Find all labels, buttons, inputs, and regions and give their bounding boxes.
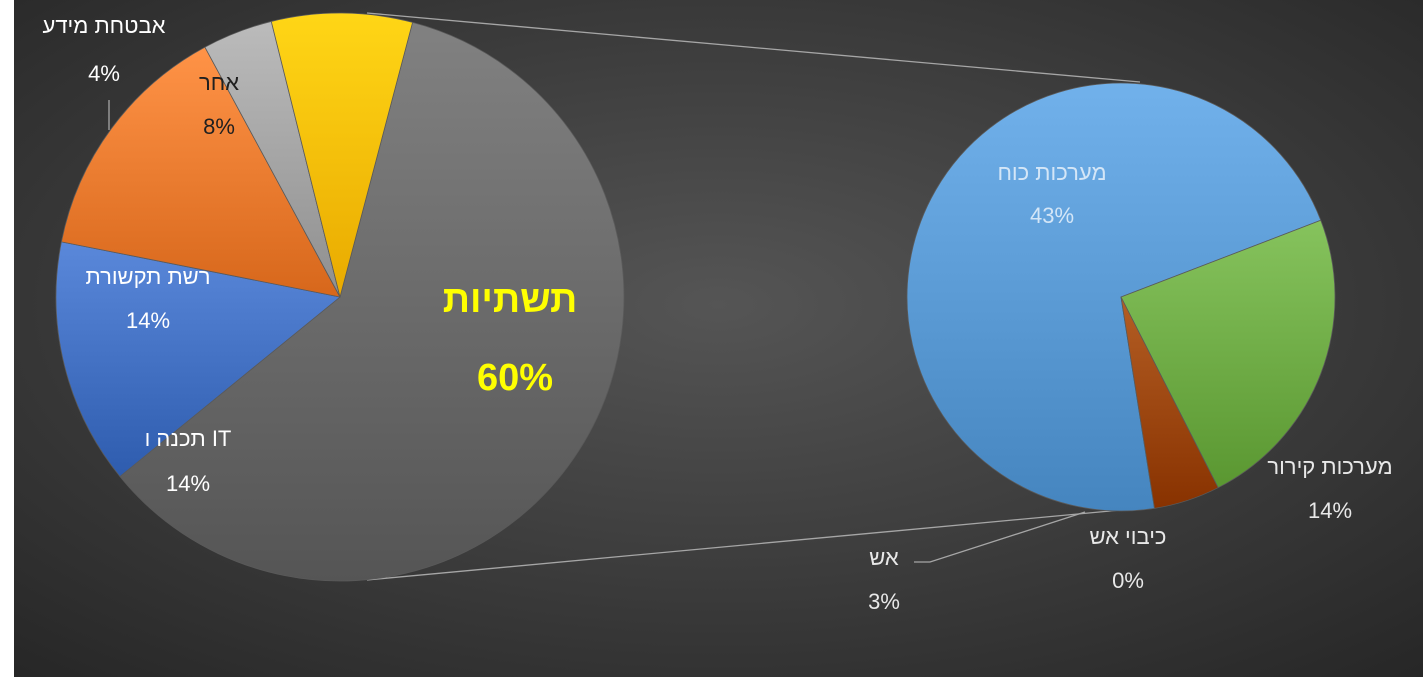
label-communication-network-name: רשת תקשורת xyxy=(86,264,211,289)
label-software-it-percent: 14% xyxy=(166,471,210,496)
label-communication-network: רשת תקשורת 14% xyxy=(86,264,211,333)
slice-communication-network xyxy=(60,46,341,298)
slice-infrastructure xyxy=(119,21,625,582)
label-fire-suppression-percent: 0% xyxy=(1112,568,1144,593)
label-cooling-systems: מערכות קירור 14% xyxy=(1267,454,1392,523)
slice-power-systems xyxy=(906,82,1322,512)
label-cooling-systems-name: מערכות קירור xyxy=(1267,454,1392,479)
primary-pie xyxy=(55,12,625,582)
label-other: אחר 8% xyxy=(199,70,239,139)
label-fire-suppression-name: כיבוי אש xyxy=(1090,524,1167,549)
label-other-name: אחר xyxy=(199,70,239,95)
label-fire-suppression: כיבוי אש 0% xyxy=(1090,524,1167,593)
label-software-it: תכנה ו IT 14% xyxy=(145,426,232,496)
label-power-systems-name: מערכות כוח xyxy=(997,160,1106,185)
label-fire: אש 3% xyxy=(868,545,900,614)
label-other-percent: 8% xyxy=(203,114,235,139)
label-information-security-name: אבטחת מידע xyxy=(43,13,166,38)
leader-line-fire xyxy=(914,511,1086,563)
label-information-security-percent: 4% xyxy=(88,61,120,86)
label-power-systems-percent: 43% xyxy=(1030,203,1074,228)
label-cooling-systems-percent: 14% xyxy=(1308,498,1352,523)
secondary-pie xyxy=(906,82,1336,512)
slice-cooling-systems xyxy=(1120,219,1336,489)
connector-line-bottom xyxy=(366,509,1122,581)
connector-line-top xyxy=(366,12,1141,83)
label-information-security: אבטחת מידע 4% xyxy=(43,13,166,86)
label-infrastructure-name: תשתיות xyxy=(443,279,578,321)
label-infrastructure-percent: 60% xyxy=(477,357,553,399)
label-software-it-name: תכנה ו IT xyxy=(145,426,232,451)
label-fire-percent: 3% xyxy=(868,589,900,614)
label-infrastructure: תשתיות 60% xyxy=(443,279,578,399)
label-fire-name: אש xyxy=(869,545,899,570)
slice-software-it xyxy=(55,241,341,478)
slice-fire xyxy=(1120,296,1219,509)
label-power-systems: מערכות כוח 43% xyxy=(997,160,1106,228)
slice-other xyxy=(270,12,414,298)
label-communication-network-percent: 14% xyxy=(126,308,170,333)
